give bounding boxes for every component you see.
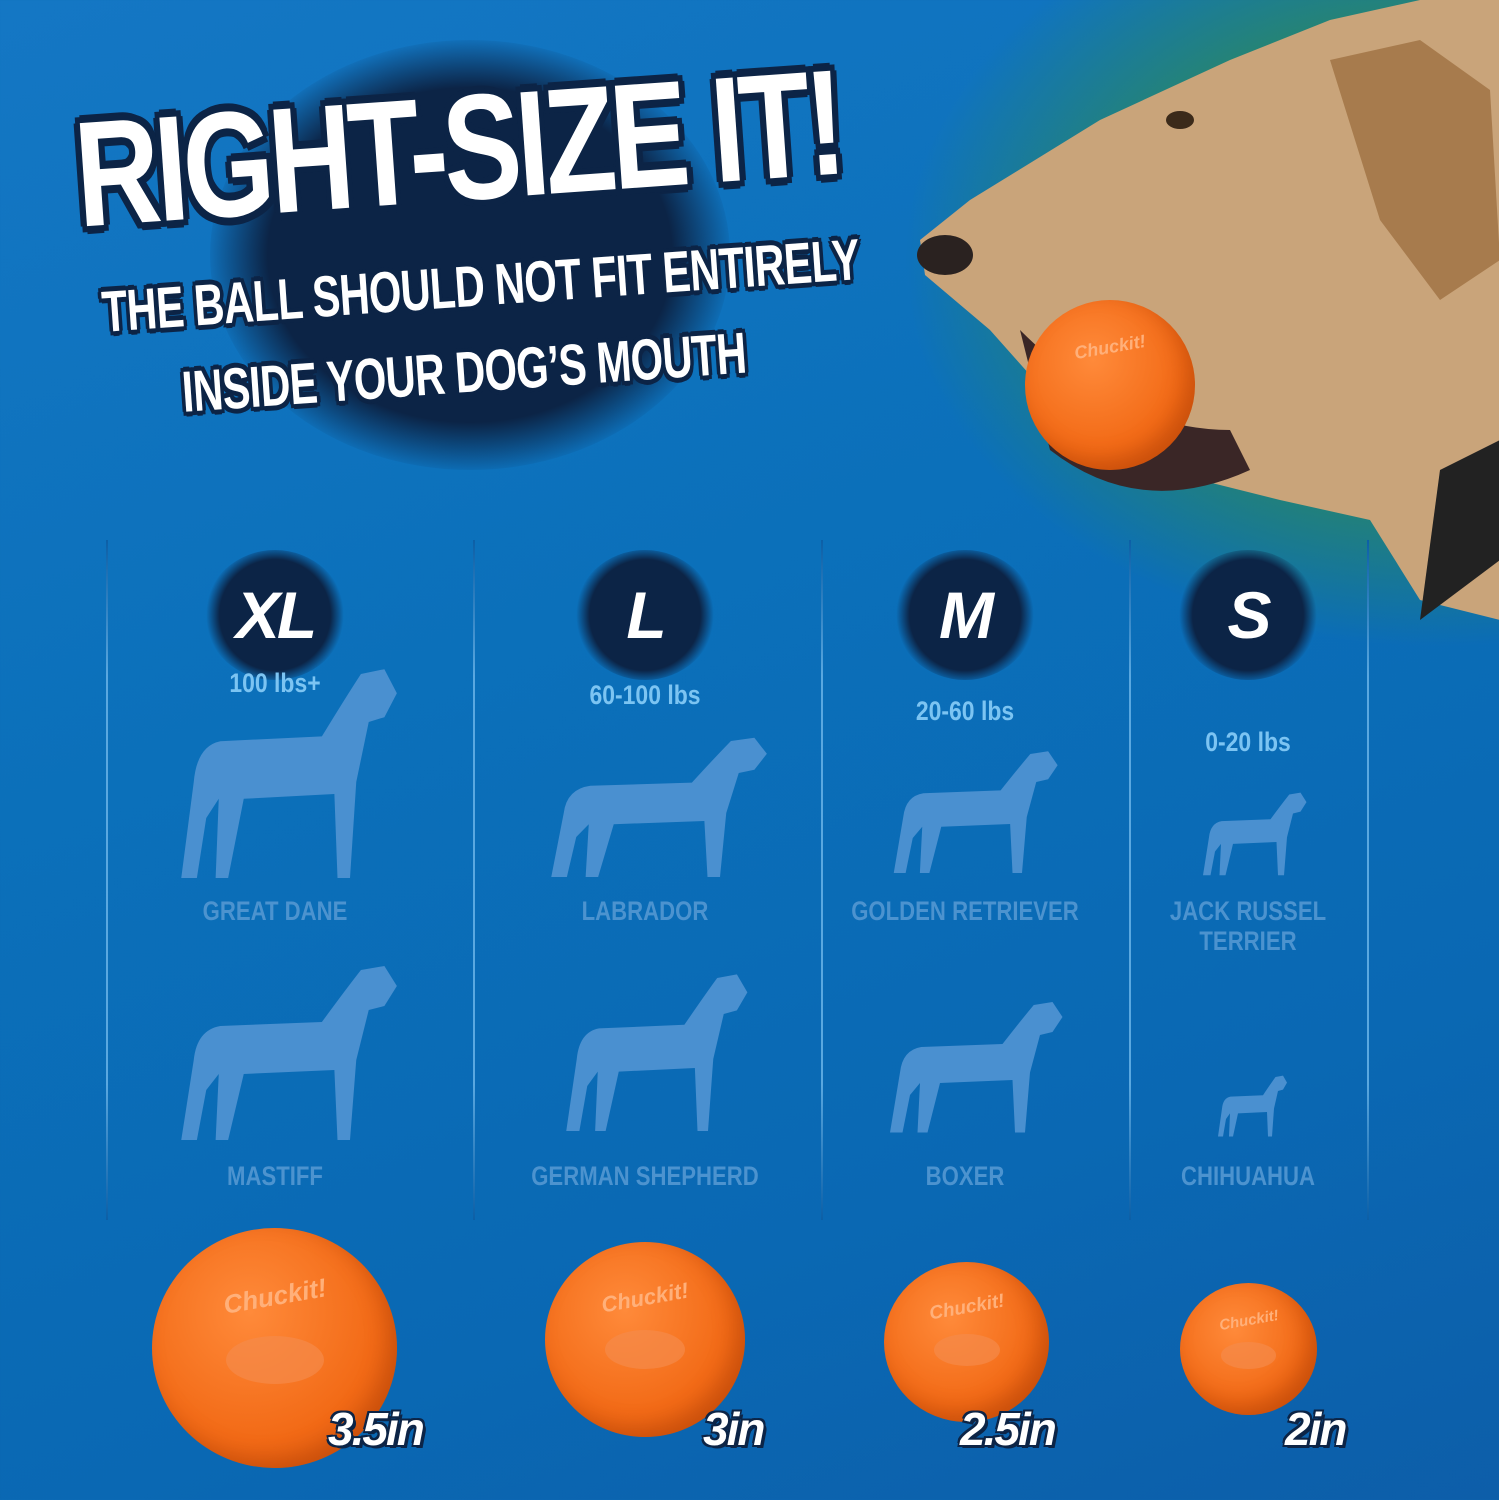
dog-with-ball-photo: Chuckit! bbox=[900, 0, 1499, 650]
page-title: RIGHT-SIZE IT! bbox=[69, 37, 847, 259]
size-column-s: S 0-20 lbs JACK RUSSEL TERRIER CHIHUAHUA bbox=[1083, 550, 1413, 1450]
breed-label: JACK RUSSEL TERRIER bbox=[1169, 896, 1327, 956]
title-glow bbox=[210, 40, 730, 470]
breed-label: GERMAN SHEPHERD bbox=[531, 1161, 759, 1191]
weight-range: 100 lbs+ bbox=[229, 668, 321, 698]
column-divider bbox=[473, 540, 475, 1220]
size-column-xl: XL 100 lbs+ GREAT DANE MASTIFF bbox=[110, 550, 440, 1450]
boxer-silhouette bbox=[890, 1002, 1063, 1133]
ball-size-label: 3in bbox=[703, 1403, 765, 1455]
size-badge: XL bbox=[205, 550, 345, 680]
breed-label: GREAT DANE bbox=[202, 896, 348, 926]
breed-label: CHIHUAHUA bbox=[1180, 1161, 1316, 1191]
weight-range: 20-60 lbs bbox=[915, 696, 1015, 726]
weight-range: 60-100 lbs bbox=[589, 680, 701, 710]
ball-size-label: 3.5in bbox=[328, 1403, 425, 1455]
breed-label: GOLDEN RETRIEVER bbox=[851, 896, 1079, 926]
german-shepherd-silhouette bbox=[566, 974, 748, 1131]
breed-label: MASTIFF bbox=[227, 1161, 323, 1191]
jack-russel-terrier-silhouette bbox=[1203, 792, 1307, 876]
great-dane-silhouette bbox=[181, 669, 397, 878]
column-divider bbox=[1367, 540, 1369, 1220]
size-column-m: M 20-60 lbs GOLDEN RETRIEVER BOXER bbox=[800, 550, 1130, 1450]
column-divider bbox=[821, 540, 823, 1220]
size-badge: M bbox=[895, 550, 1035, 680]
golden-retriever-silhouette bbox=[893, 751, 1058, 873]
ball-l: Chuckit! bbox=[545, 1242, 745, 1437]
ball-m: Chuckit! bbox=[884, 1262, 1049, 1422]
chihuahua-silhouette bbox=[1218, 1075, 1287, 1137]
mastiff-silhouette bbox=[181, 966, 397, 1140]
column-divider bbox=[106, 540, 108, 1220]
weight-range: 0-20 lbs bbox=[1205, 727, 1291, 757]
breed-label: LABRADOR bbox=[581, 896, 709, 926]
ball-in-mouth: Chuckit! bbox=[1025, 300, 1195, 470]
size-badge: L bbox=[575, 550, 715, 680]
ball-size-label: 2in bbox=[1285, 1403, 1347, 1455]
ball-xl: Chuckit! bbox=[152, 1228, 397, 1468]
ball-s: Chuckit! bbox=[1180, 1283, 1317, 1415]
size-badge: S bbox=[1178, 550, 1318, 680]
breed-label: BOXER bbox=[925, 1161, 1005, 1191]
size-column-l: L 60-100 lbs LABRADOR GERMAN SHEPHERD bbox=[480, 550, 810, 1450]
labrador-silhouette bbox=[551, 737, 767, 877]
ball-size-label: 2.5in bbox=[960, 1403, 1057, 1455]
column-divider bbox=[1129, 540, 1131, 1220]
